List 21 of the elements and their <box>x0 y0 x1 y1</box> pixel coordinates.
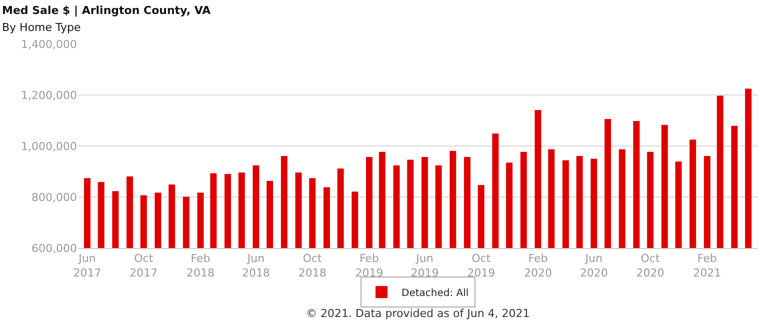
x-tick-label: Oct 2018 <box>298 252 326 280</box>
legend-label: Detached: All <box>402 288 469 299</box>
x-tick-label: Jun 2017 <box>73 252 102 280</box>
x-tick-label: Jun 2019 <box>410 252 439 280</box>
x-tick-label: Jun 2018 <box>242 252 270 280</box>
x-tick-label: Oct 2017 <box>130 252 158 280</box>
y-tick-label: 600,000 <box>32 242 77 255</box>
text: © 2021. Data provided as of Jun 4, 2021 <box>306 307 530 320</box>
x-tick-label: Feb 2018 <box>186 252 214 280</box>
chart-title: Med Sale $ | Arlington County, VA <box>2 4 212 17</box>
y-tick-label: 1,400,000 <box>21 38 77 51</box>
x-tick-label: Oct 2019 <box>467 252 496 280</box>
x-tick-label: Oct 2020 <box>636 252 664 280</box>
y-tick-label: 800,000 <box>32 190 77 204</box>
x-tick-label: Jun 2020 <box>580 252 608 280</box>
x-tick-label: Feb 2020 <box>524 252 552 280</box>
y-tick-label: 1,000,000 <box>21 140 77 153</box>
x-tick-label: Feb 2021 <box>693 252 722 280</box>
y-tick-label: 1,200,000 <box>21 88 77 102</box>
chart-subtitle: By Home Type <box>2 21 82 34</box>
x-tick-label: Feb 2019 <box>355 252 384 280</box>
